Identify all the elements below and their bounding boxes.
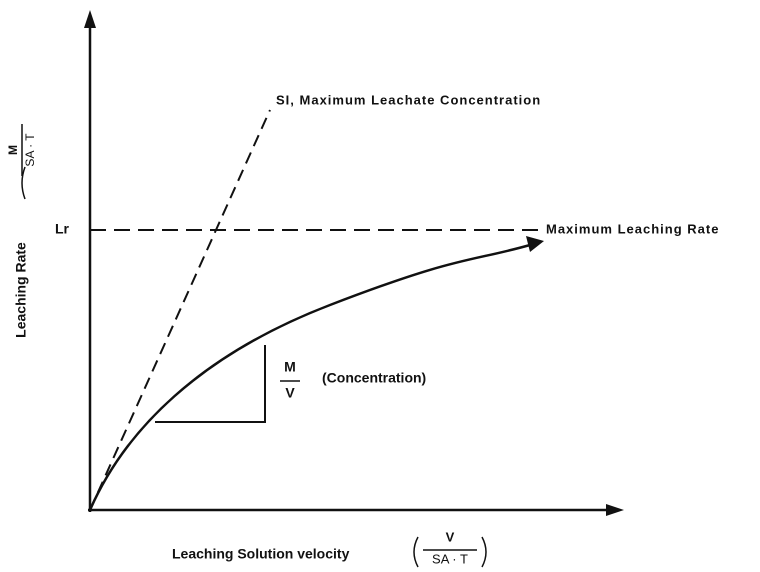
max-rate-label: Maximum Leaching Rate [546, 221, 719, 236]
y-axis-title-group: Leaching Rate [13, 242, 29, 338]
x-unit-num: V [446, 529, 455, 544]
paren [21, 166, 26, 200]
lr-label: Lr [55, 221, 70, 237]
paren-left [413, 536, 419, 568]
si-label: SI, Maximum Leachate Concentration [276, 92, 541, 107]
si-line [89, 109, 271, 511]
y-axis-arrow [84, 10, 96, 28]
slope-den: V [285, 385, 295, 401]
y-unit-den: SA · T [23, 133, 37, 167]
slope-triangle [155, 345, 266, 423]
y-axis-title: Leaching Rate [13, 242, 29, 338]
x-axis-arrow [606, 504, 624, 516]
slope-num: M [284, 359, 296, 375]
x-axis-title: Leaching Solution velocity [172, 546, 350, 562]
slope-note: (Concentration) [322, 370, 426, 386]
paren-right [481, 536, 487, 568]
leaching-curve [88, 243, 531, 511]
y-unit-num: M [6, 145, 20, 155]
y-unit: M SA · T [6, 124, 37, 200]
curve-arrow [526, 236, 544, 252]
x-unit-den: SA · T [432, 551, 468, 566]
